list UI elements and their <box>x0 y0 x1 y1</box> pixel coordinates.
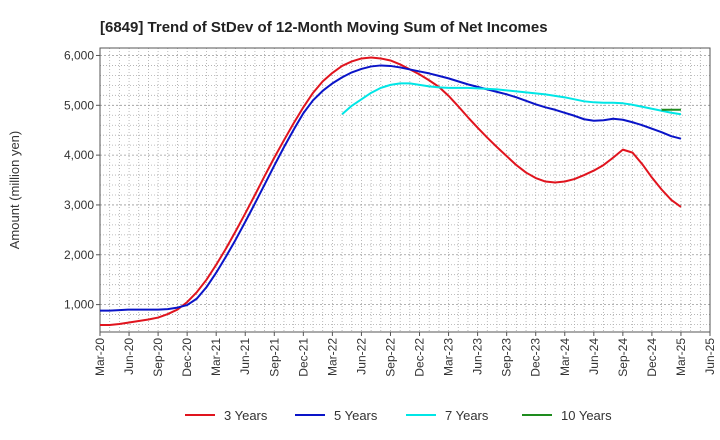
x-tick-label: Jun-20 <box>122 338 136 375</box>
y-tick-label: 2,000 <box>64 248 94 262</box>
chart-title: [6849] Trend of StDev of 12-Month Moving… <box>100 19 548 36</box>
series-line-7-years <box>341 82 682 116</box>
x-tick-label: Mar-21 <box>209 338 223 376</box>
x-tick-label: Mar-20 <box>93 338 107 376</box>
x-tick-label: Sep-24 <box>616 338 630 377</box>
x-tick-label: Jun-23 <box>471 338 485 375</box>
x-tick-label: Mar-25 <box>674 338 688 376</box>
legend-label-3-years: 3 Years <box>224 408 268 423</box>
x-tick-label: Jun-25 <box>703 338 717 375</box>
legend-label-5-years: 5 Years <box>334 408 378 423</box>
x-tick-label: Mar-24 <box>558 338 572 376</box>
x-tick-label: Sep-20 <box>151 338 165 377</box>
x-tick-label: Mar-22 <box>325 338 339 376</box>
y-axis: 1,000 2,000 3,000 4,000 5,000 6,000 <box>64 48 100 312</box>
grid <box>99 48 711 332</box>
y-tick-label: 3,000 <box>64 198 94 212</box>
series-line-3-years <box>100 56 682 327</box>
series-line-5-years <box>100 64 682 312</box>
x-tick-label: Dec-23 <box>529 338 543 377</box>
x-tick-label: Jun-24 <box>587 338 601 375</box>
x-tick-label: Jun-22 <box>354 338 368 375</box>
legend-label-7-years: 7 Years <box>445 408 489 423</box>
y-tick-label: 4,000 <box>64 148 94 162</box>
x-tick-label: Mar-23 <box>442 338 456 376</box>
x-tick-label: Jun-21 <box>238 338 252 375</box>
series-lines <box>100 56 682 327</box>
x-axis: Mar-20 Jun-20 Sep-20 Dec-20 Mar-21 Jun-21 Sep-… <box>93 332 717 377</box>
legend: 3 Years 5 Years 7 Years 10 Years <box>185 408 612 423</box>
x-tick-label: Sep-23 <box>500 338 514 377</box>
x-tick-label: Dec-24 <box>645 338 659 377</box>
plot-frame <box>99 47 711 333</box>
x-tick-label: Dec-21 <box>296 338 310 377</box>
y-tick-label: 6,000 <box>64 48 94 62</box>
legend-label-10-years: 10 Years <box>561 408 612 423</box>
y-tick-label: 5,000 <box>64 98 94 112</box>
y-axis-title: Amount (million yen) <box>7 131 22 250</box>
y-tick-label: 1,000 <box>64 298 94 312</box>
x-tick-label: Dec-22 <box>413 338 427 377</box>
x-tick-label: Sep-21 <box>267 338 281 377</box>
x-tick-label: Sep-22 <box>383 338 397 377</box>
x-tick-label: Dec-20 <box>180 338 194 377</box>
